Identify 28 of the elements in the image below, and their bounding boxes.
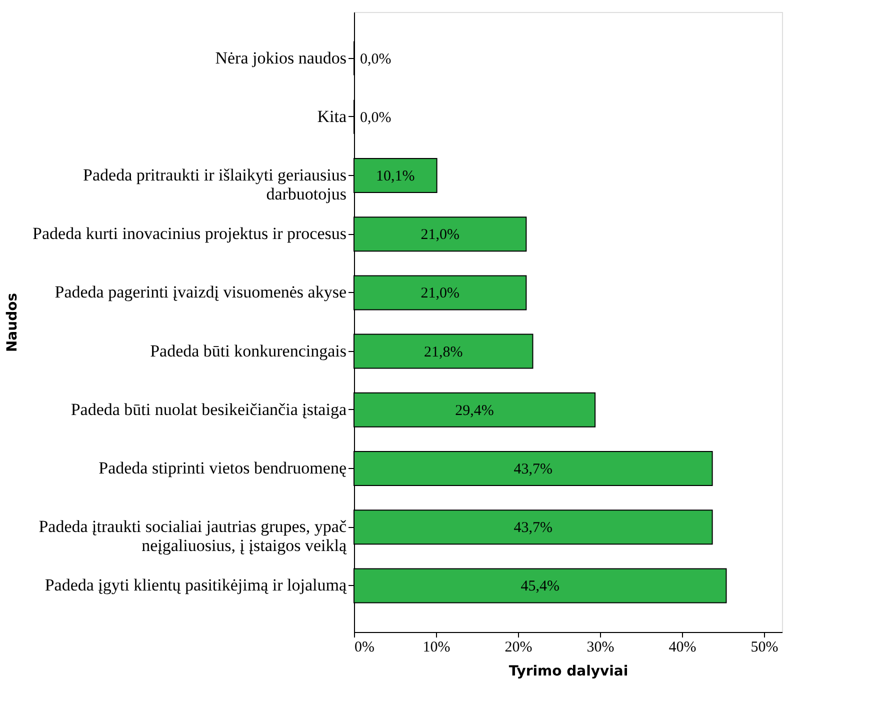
y-tick-label: Padeda pritraukti ir išlaikyti geriausius darbuotojus [83,165,346,204]
data-label: 29,4% [455,402,494,419]
y-tick-label: Padeda kurti inovacinius projektus ir procesus [32,224,346,244]
x-tick-label: 20% [504,640,532,656]
data-label: 0,0% [360,110,392,126]
y-tick-label: Kita [317,106,347,126]
data-label: 21,0% [420,286,460,302]
x-axis-title: Tyrimo dalyviai [508,664,628,680]
y-tick-label: Padeda įgyti klientų pasitikėjimą ir lojalumą [44,576,347,595]
y-tick-label: Padeda būti konkurencingais [150,341,346,360]
y-tick-label: Padeda būti nuolat besikeičiančia įstaiga [70,400,347,419]
data-label: 43,7% [514,462,553,478]
y-tick-label: Nėra jokios naudos [215,48,346,68]
x-tick-label: 0% [354,640,374,656]
x-tick-label: 40% [668,640,696,656]
x-tick-label: 10% [422,640,450,656]
y-tick-label: Padeda stiprinti vietos bendruomenę [98,458,346,478]
y-tick-label: Padeda įtraukti socialiai jautrias grupes, ypač neįgaliuosius, į įstaigos veiklą [38,517,347,556]
y-axis-title: Naudos [4,292,20,352]
data-label: 21,0% [420,227,460,244]
data-label: 10,1% [376,168,415,184]
data-label: 21,8% [424,344,463,360]
data-label: 43,7% [514,520,553,536]
y-tick-label: Padeda pagerinti įvaizdį visuomenės akyse [54,282,346,302]
data-label: 0,0% [360,51,392,68]
x-tick-label: 30% [586,640,614,656]
x-tick-label: 50% [750,640,778,656]
data-label: 45,4% [520,578,560,595]
